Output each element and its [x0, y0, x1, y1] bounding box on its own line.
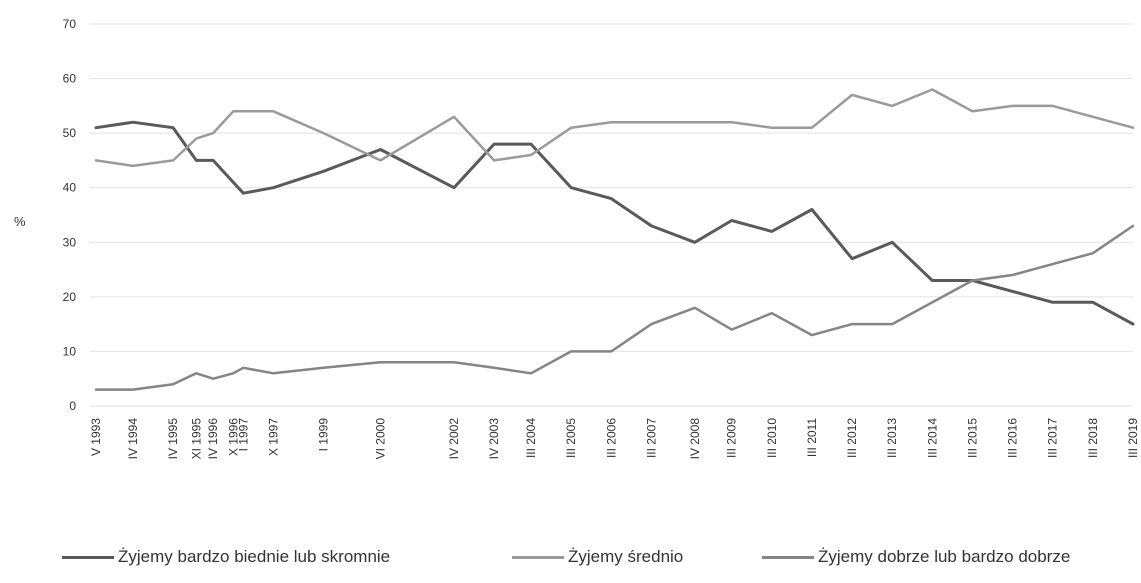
x-tick-label: X 1997	[266, 418, 280, 456]
y-tick-label: 60	[63, 72, 77, 86]
x-axis-ticks: V 1993 IV 1994 IV 1995 XI 1995 IV 1996 X 1996…	[89, 418, 1140, 460]
x-tick-label: I 1999	[317, 418, 331, 452]
x-tick-label: XI 1995	[189, 418, 203, 460]
line-chart: 0 10 20 30 40 50 60 70 % V 1993 IV 1994 IV 1995 XI…	[14, 17, 1140, 460]
x-tick-label: III 2019	[1126, 418, 1140, 458]
y-tick-label: 70	[63, 17, 77, 31]
x-tick-label: III 2011	[805, 418, 819, 457]
legend-swatch-poor	[62, 555, 114, 559]
series-line-2	[94, 88, 1135, 168]
legend-label-good: Żyjemy dobrze lub bardzo dobrze	[818, 547, 1071, 566]
legend-item-poor: Żyjemy bardzo biednie lub skromnie	[62, 547, 390, 567]
x-tick-label: X 1996	[226, 418, 240, 456]
legend-label-poor: Żyjemy bardzo biednie lub skromnie	[118, 547, 391, 566]
legend-label-average: Żyjemy średnio	[568, 547, 684, 566]
x-tick-label: III 2013	[885, 418, 899, 458]
x-tick-label: III 2009	[725, 418, 739, 458]
legend-item-good: Żyjemy dobrze lub bardzo dobrze	[762, 547, 1070, 567]
series-line-1	[94, 120, 1135, 326]
x-tick-label: III 2015	[965, 418, 979, 458]
x-tick-label: III 2010	[765, 418, 779, 458]
x-tick-label: IV 2002	[447, 418, 461, 460]
x-tick-label: III 2005	[564, 418, 578, 458]
x-tick-label: VI 2000	[374, 418, 388, 460]
y-tick-label: 50	[63, 126, 77, 140]
x-tick-label: III 2016	[1006, 418, 1020, 458]
x-tick-label: III 2018	[1086, 418, 1100, 458]
x-tick-label: IV 1995	[166, 418, 180, 460]
y-tick-label: 20	[63, 290, 77, 304]
x-tick-label: IV 1994	[126, 418, 140, 460]
legend-swatch-good	[762, 555, 814, 559]
series-line-3	[94, 224, 1135, 391]
y-tick-label: 30	[63, 235, 77, 249]
y-tick-label: 10	[63, 344, 77, 358]
x-tick-label: III 2004	[524, 418, 538, 458]
x-tick-label: III 2007	[644, 418, 658, 458]
series-lines	[94, 88, 1135, 391]
x-tick-label: III 2012	[845, 418, 859, 458]
x-tick-label: IV 2003	[487, 418, 501, 460]
y-axis-ticks: 0 10 20 30 40 50 60 70	[63, 17, 77, 413]
y-axis-label: %	[14, 214, 26, 229]
x-tick-label: III 2017	[1046, 418, 1060, 458]
y-tick-label: 0	[69, 399, 76, 413]
y-tick-label: 40	[63, 181, 77, 195]
legend-swatch-average	[512, 555, 564, 559]
gridlines	[90, 23, 1133, 407]
legend: Żyjemy bardzo biednie lub skromnie Żyjem…	[0, 547, 1141, 577]
x-tick-label: III 2014	[925, 418, 939, 458]
x-tick-label: IV 1996	[206, 418, 220, 460]
x-tick-label: IV 2008	[688, 418, 702, 460]
x-tick-label: III 2006	[604, 418, 618, 458]
legend-item-average: Żyjemy średnio	[512, 547, 683, 567]
x-tick-label: I 1997	[236, 418, 250, 452]
x-tick-label: V 1993	[89, 418, 103, 456]
